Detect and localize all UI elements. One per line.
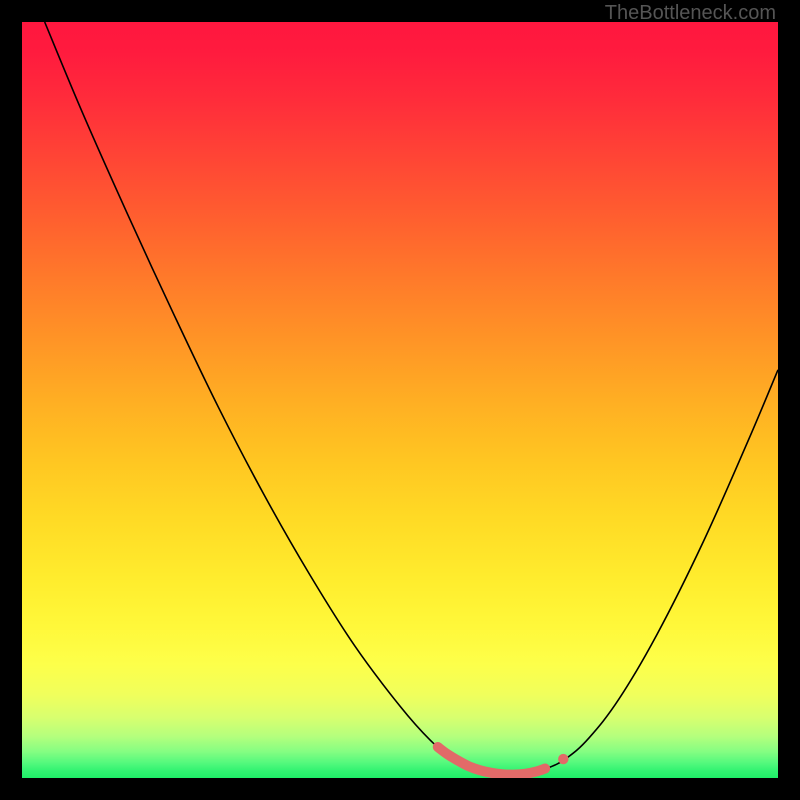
optimal-range-dots — [558, 754, 568, 764]
watermark-text: TheBottleneck.com — [605, 2, 776, 25]
curve-layer — [22, 22, 778, 778]
bottleneck-curve — [45, 22, 778, 775]
chart-frame: TheBottleneck.com — [0, 0, 800, 800]
optimal-range-highlight — [438, 747, 545, 775]
plot-area — [22, 22, 778, 778]
